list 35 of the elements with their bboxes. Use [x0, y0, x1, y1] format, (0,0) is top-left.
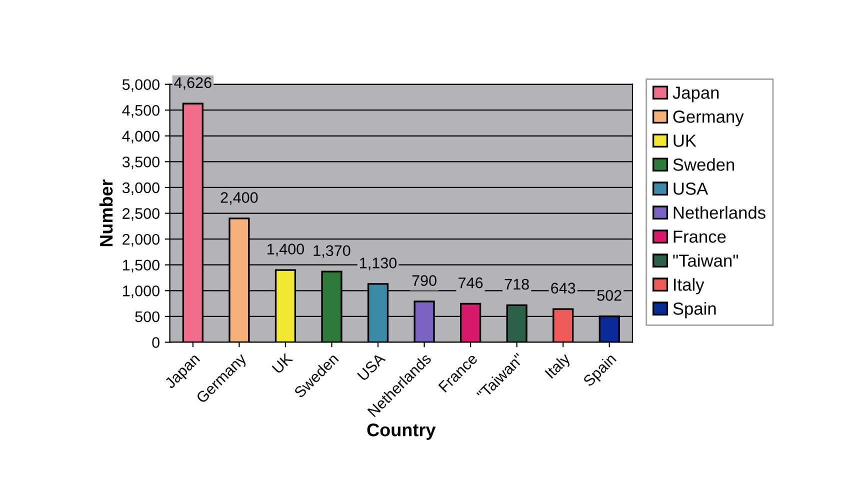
data-label: 790	[412, 275, 436, 286]
legend-label: France	[674, 230, 726, 243]
legend-label: Sweden	[673, 158, 734, 171]
y-tick-label: 500	[135, 311, 160, 322]
data-label: 4,626	[174, 77, 212, 90]
y-tick-label: 1,500	[123, 260, 160, 272]
y-tick-label: 3,500	[122, 156, 160, 170]
data-label: 1,400	[268, 244, 304, 256]
legend-label: Japan	[672, 86, 719, 102]
data-label: 643	[551, 282, 576, 294]
x-axis-title: Country	[367, 424, 436, 440]
legend-label: UK	[674, 134, 696, 147]
y-tick-label: 5,000	[122, 79, 160, 92]
legend-label: Italy	[674, 278, 704, 294]
x-tick-label: Italy	[544, 352, 574, 381]
y-tick-label: 2,000	[122, 234, 160, 247]
data-label: 1,370	[314, 245, 350, 258]
legend-label: USA	[674, 182, 708, 195]
y-tick-label: 4,500	[122, 104, 160, 118]
legend-label: Spain	[673, 302, 716, 318]
y-tick-label: 2,500	[122, 208, 160, 221]
y-tick-label: 0	[152, 337, 160, 348]
data-label: 746	[458, 277, 483, 288]
data-label: 502	[597, 290, 622, 301]
legend-label: Germany	[673, 110, 744, 126]
data-label: 1,130	[360, 258, 397, 270]
legend-label: "Taiwan"	[673, 254, 738, 267]
data-label: 718	[504, 278, 529, 290]
x-tick-label: UK	[272, 352, 294, 374]
data-label: 2,400	[220, 192, 258, 205]
y-axis-title: Number	[99, 179, 113, 246]
legend-label: Netherlands	[674, 206, 766, 219]
y-tick-label: 4,000	[122, 130, 160, 144]
y-tick-label: 1,000	[123, 286, 160, 298]
y-tick-label: 3,000	[122, 182, 160, 195]
